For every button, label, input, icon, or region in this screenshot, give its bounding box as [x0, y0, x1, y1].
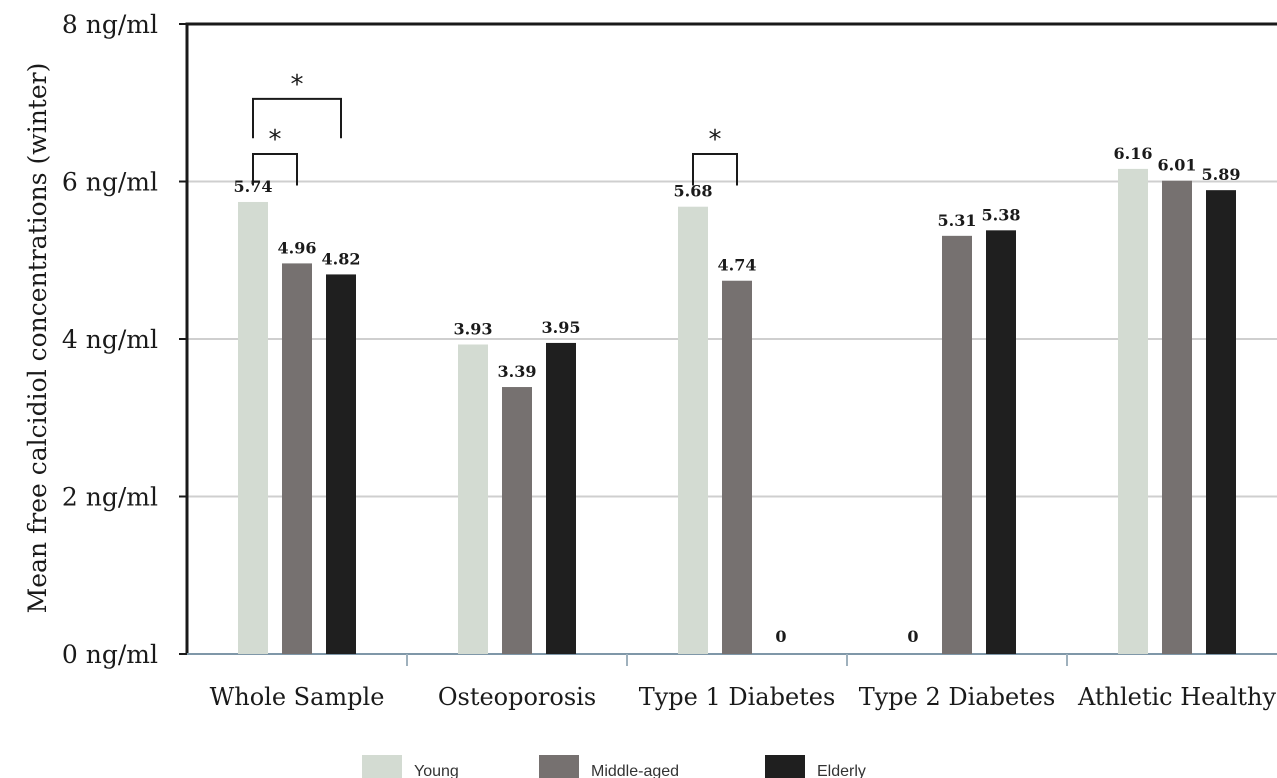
bar — [1206, 190, 1236, 654]
bar — [986, 230, 1016, 654]
data-label: 3.93 — [454, 320, 493, 339]
y-tick-label: 0 ng/ml — [62, 640, 158, 669]
data-label: 5.31 — [938, 211, 977, 230]
data-label: 4.96 — [278, 238, 317, 257]
axes: 0 ng/ml 2 ng/ml 4 ng/ml 6 ng/ml 8 ng/ml Whole… — [62, 10, 1277, 711]
data-label: 6.16 — [1114, 144, 1153, 163]
y-tick-label: 8 ng/ml — [62, 10, 158, 39]
data-label: 5.89 — [1202, 165, 1241, 184]
bar — [546, 342, 576, 654]
x-tick-label: Whole Sample — [210, 683, 385, 711]
data-label: 5.38 — [982, 205, 1021, 224]
bar — [282, 263, 312, 654]
data-label: 0 — [775, 627, 786, 646]
data-labels: 5.74 3.93 5.68 0 6.16 4.96 3.39 4.74 5.31 6.01 4.8… — [234, 144, 1241, 646]
bar — [678, 206, 708, 654]
legend-label: Elderly — [817, 763, 866, 778]
data-label: 3.95 — [542, 318, 581, 337]
y-tick-label: 2 ng/ml — [62, 483, 158, 512]
significance-bracket — [252, 152, 298, 186]
legend-swatch — [539, 755, 579, 778]
significance-star: * — [269, 125, 282, 155]
significance-star: * — [291, 70, 304, 100]
x-tick-label: Type 2 Diabetes — [859, 683, 1056, 711]
bar — [1118, 168, 1148, 654]
y-tick-label: 6 ng/ml — [62, 168, 158, 197]
data-label: 3.39 — [498, 362, 537, 381]
legend-swatch — [765, 755, 805, 778]
data-label: 4.74 — [718, 256, 757, 275]
bar — [722, 280, 752, 654]
legend: Young Middle-aged Elderly — [362, 755, 866, 778]
bar — [326, 274, 356, 654]
data-label: 5.68 — [674, 182, 713, 201]
data-label: 6.01 — [1158, 156, 1197, 175]
significance-bracket — [692, 152, 738, 186]
y-axis-label: Mean free calcidiol concentrations (wint… — [23, 63, 52, 614]
bar — [502, 387, 532, 654]
significance-brackets: * * * — [252, 70, 738, 186]
bar — [942, 235, 972, 654]
legend-label: Young — [414, 763, 459, 778]
bar — [238, 201, 268, 654]
data-label: 0 — [907, 627, 918, 646]
data-label: 4.82 — [322, 249, 361, 268]
bar — [458, 344, 488, 654]
legend-swatch — [362, 755, 402, 778]
data-label: 5.74 — [234, 177, 273, 196]
x-tick-label: Osteoporosis — [438, 683, 596, 711]
legend-label: Middle-aged — [591, 763, 679, 778]
x-tick-label: Athletic Healthy — [1077, 683, 1277, 711]
significance-star: * — [709, 125, 722, 155]
y-tick-label: 4 ng/ml — [62, 325, 158, 354]
significance-bracket — [252, 97, 342, 139]
x-tick-label: Type 1 Diabetes — [639, 683, 836, 711]
bar — [1162, 180, 1192, 654]
bars — [238, 168, 1236, 654]
